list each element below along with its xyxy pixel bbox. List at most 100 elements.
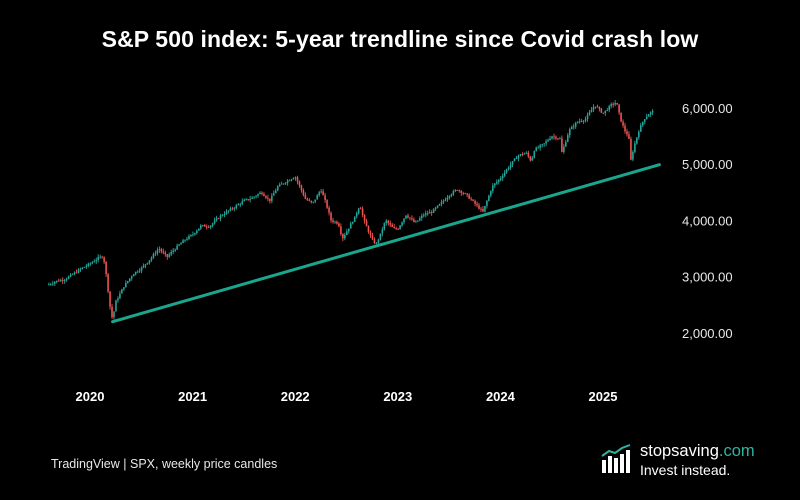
candle-body — [424, 213, 427, 215]
candle-body — [121, 289, 123, 294]
candle-body — [559, 138, 561, 140]
candle-body — [338, 223, 340, 227]
candle-body — [85, 265, 88, 267]
candle-body — [73, 272, 76, 275]
candle-body — [557, 138, 559, 140]
candle-body — [207, 226, 210, 228]
candle-body — [411, 218, 413, 220]
candle-body — [369, 232, 372, 236]
candle-body — [531, 157, 534, 161]
candle-body — [249, 198, 251, 200]
candle-body — [251, 197, 253, 199]
candle-body — [253, 196, 255, 198]
candle-body — [399, 225, 401, 230]
candle-body — [136, 271, 139, 273]
candle-body — [314, 199, 317, 202]
candle-body — [340, 226, 342, 234]
candle-body — [217, 218, 220, 220]
candle-body — [89, 263, 92, 265]
candle-body — [310, 200, 313, 203]
candle-body — [336, 221, 338, 224]
candle-body — [415, 221, 417, 223]
candle-body — [468, 194, 470, 199]
candle-body — [645, 116, 648, 120]
candle-body — [140, 267, 143, 271]
candle-body — [349, 223, 352, 229]
candle-body — [330, 212, 332, 221]
candle-body — [61, 280, 64, 281]
candle-body — [567, 135, 569, 142]
candle-body — [322, 191, 324, 196]
candle-body — [543, 143, 545, 145]
candle-body — [450, 194, 453, 196]
y-tick-label: 3,000.00 — [682, 270, 733, 285]
candle-body — [590, 110, 593, 113]
candle-body — [405, 215, 407, 219]
candle-body — [387, 220, 390, 224]
candle-body — [561, 138, 563, 152]
candle-body — [565, 141, 567, 147]
candle-body — [54, 281, 56, 284]
y-tick-label: 6,000.00 — [682, 101, 733, 116]
candle-body — [276, 186, 279, 191]
candle-body — [438, 204, 441, 206]
candle-body — [215, 218, 218, 221]
candle-body — [474, 200, 476, 204]
candle-body — [612, 104, 614, 105]
candle-body — [371, 235, 374, 240]
candle-body — [606, 110, 609, 111]
candle-body — [213, 220, 216, 224]
candle-body — [182, 240, 184, 244]
y-tick-label: 2,000.00 — [682, 326, 733, 341]
candle-body — [57, 280, 60, 282]
candle-body — [52, 283, 54, 285]
candle-body — [383, 223, 386, 230]
candle-body — [166, 254, 169, 257]
candle-body — [501, 175, 504, 179]
candle-body — [107, 274, 109, 292]
candle-body — [478, 205, 480, 209]
candle-body — [344, 234, 346, 239]
candle-body — [269, 198, 271, 201]
candle-body — [568, 129, 571, 136]
candle-body — [332, 220, 334, 222]
candle-body — [188, 236, 190, 239]
candle-body — [553, 136, 555, 138]
x-tick-label: 2022 — [281, 389, 310, 404]
candle-body — [150, 257, 153, 261]
candle-body — [582, 120, 585, 122]
candle-body — [353, 216, 356, 223]
candle-body — [192, 234, 194, 236]
candle-body — [125, 282, 127, 288]
candle-body — [286, 180, 289, 183]
candle-body — [490, 191, 492, 196]
candle-body — [158, 249, 161, 251]
candle-body — [296, 177, 299, 182]
candle-body — [533, 151, 536, 158]
x-tick-label: 2020 — [76, 389, 105, 404]
candle-body — [111, 306, 113, 318]
candle-body — [527, 152, 530, 157]
candle-body — [87, 263, 90, 266]
candle-body — [470, 198, 472, 200]
candle-body — [219, 215, 222, 219]
candle-body — [634, 143, 636, 152]
candle-body — [594, 106, 597, 108]
candle-body — [119, 293, 121, 299]
candle-body — [50, 284, 52, 285]
candle-body — [488, 195, 490, 201]
candle-body — [334, 221, 336, 223]
candle-body — [282, 183, 285, 185]
candle-body — [462, 192, 465, 194]
candle-body — [274, 190, 277, 194]
candle-body — [523, 153, 526, 155]
candle-body — [539, 145, 541, 148]
candle-body — [324, 195, 326, 201]
candle-body — [211, 223, 214, 226]
candle-body — [624, 125, 626, 132]
candle-body — [476, 203, 478, 206]
candle-body — [480, 208, 482, 210]
candle-body — [622, 121, 624, 126]
candle-body — [596, 106, 599, 108]
candle-body — [154, 253, 157, 255]
